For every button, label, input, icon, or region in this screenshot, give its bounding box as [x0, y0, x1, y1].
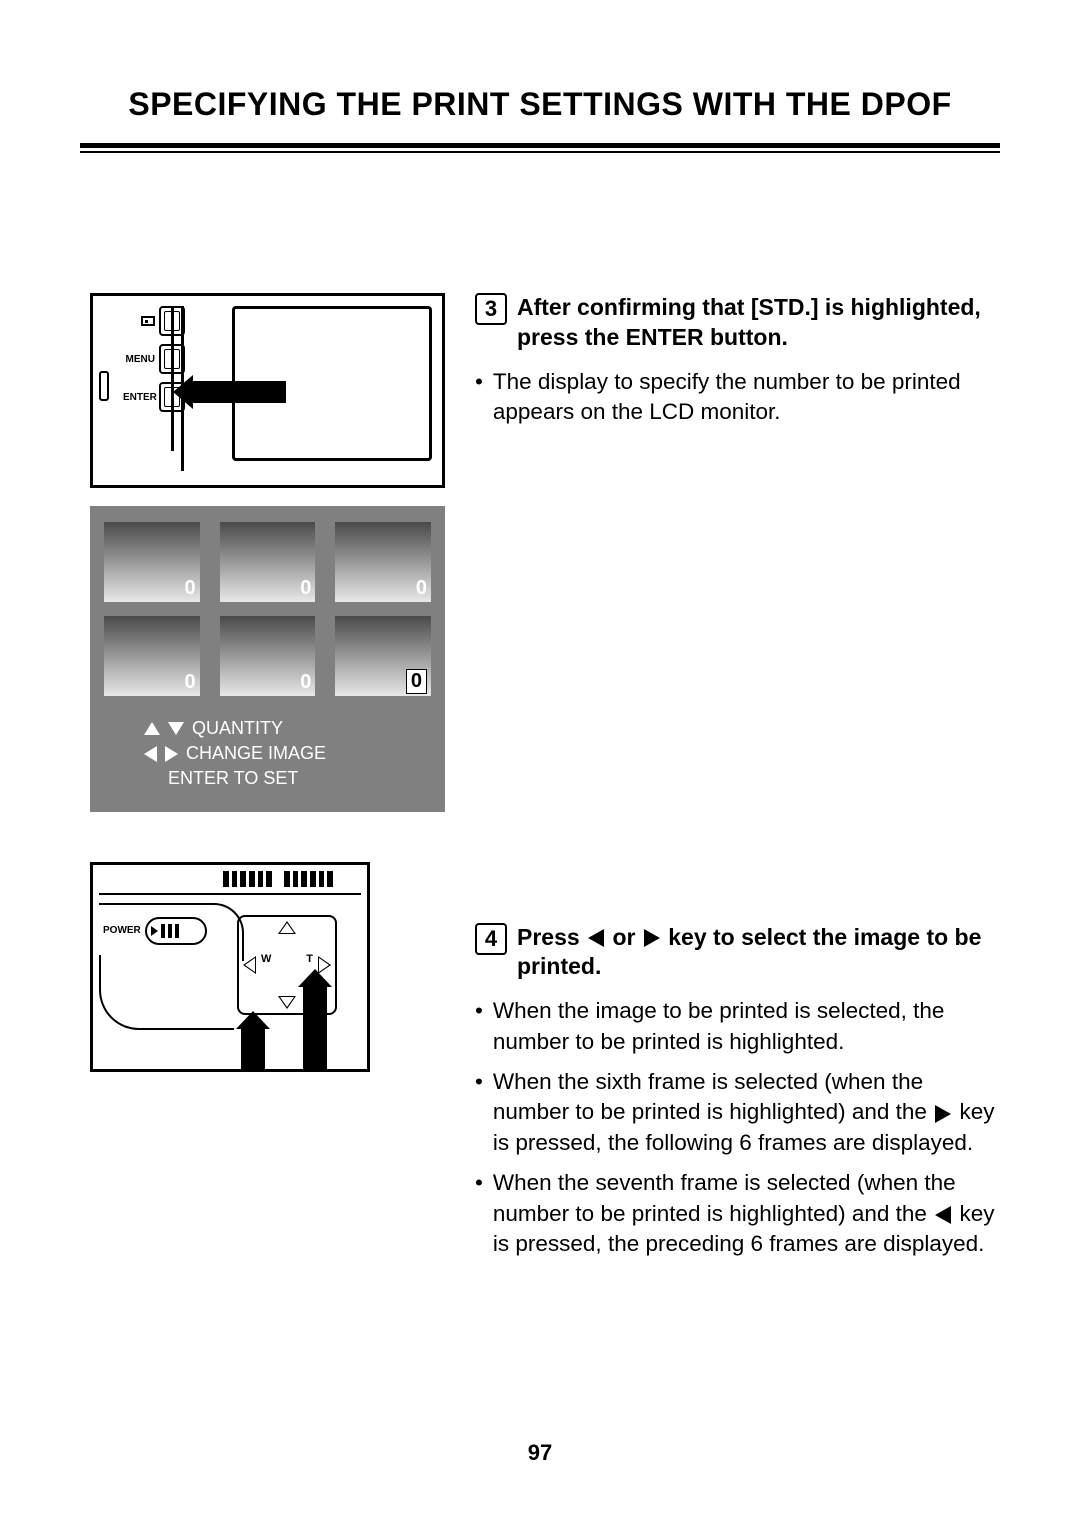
left-arrow-icon	[935, 1206, 951, 1224]
w-label: W	[261, 953, 271, 965]
print-count-selected: 0	[406, 669, 427, 694]
step-number: 3	[475, 293, 507, 325]
step-title: Press or key to select the image to be p…	[517, 923, 1000, 983]
camera-buttons-diagram: MENU ENTER	[90, 293, 445, 488]
menu-label: MENU	[123, 354, 155, 365]
press-arrow-icon	[241, 1027, 265, 1072]
camera-back-diagram: POWER W T	[90, 862, 370, 1072]
left-arrow-icon	[144, 746, 157, 762]
step-bullet: When the image to be printed is selected…	[475, 996, 1000, 1057]
legend-enter: ENTER TO SET	[168, 766, 298, 791]
right-arrow-icon	[165, 746, 178, 762]
step-4: 4 Press or key to select the image to be…	[475, 923, 1000, 1260]
power-switch: POWER	[103, 917, 207, 945]
t-label: T	[306, 953, 313, 965]
right-arrow-icon	[935, 1105, 951, 1123]
step-bullet: When the seventh frame is selected (when…	[475, 1168, 1000, 1259]
up-arrow-icon	[144, 722, 160, 735]
legend-change-image: CHANGE IMAGE	[186, 741, 326, 766]
left-arrow-icon	[588, 929, 604, 947]
dpad-down-icon	[280, 997, 294, 1007]
thumbnail: 0	[104, 616, 200, 696]
step-bullet: The display to specify the number to be …	[475, 367, 1000, 428]
step-3: 3 After confirming that [STD.] is highli…	[475, 293, 1000, 428]
thumbnail: 0	[335, 522, 431, 602]
enter-label: ENTER	[123, 392, 155, 403]
grip-icon	[223, 871, 333, 887]
print-count: 0	[300, 671, 311, 694]
thumbnail: 0	[104, 522, 200, 602]
right-arrow-icon	[644, 929, 660, 947]
step-number: 4	[475, 923, 507, 955]
thumbnail-grid: 0 0 0 0 0 0	[104, 522, 431, 696]
legend-quantity: QUANTITY	[192, 716, 283, 741]
print-count: 0	[300, 577, 311, 600]
power-label: POWER	[103, 925, 141, 936]
press-arrow-icon	[303, 985, 327, 1072]
lcd-screen-mock: 0 0 0 0 0 0 QUANTITY CHANGE IMAGE	[90, 506, 445, 812]
print-count: 0	[416, 577, 427, 600]
display-icon	[141, 316, 155, 326]
dpad-up-icon	[280, 923, 294, 933]
thumbnail: 0	[220, 616, 316, 696]
print-count: 0	[185, 577, 196, 600]
page-title: SPECIFYING THE PRINT SETTINGS WITH THE D…	[0, 0, 1080, 123]
down-arrow-icon	[168, 722, 184, 735]
step-bullet: When the sixth frame is selected (when t…	[475, 1067, 1000, 1158]
lcd-legend: QUANTITY CHANGE IMAGE ENTER TO SET	[104, 716, 431, 792]
thumbnail: 0	[220, 522, 316, 602]
display-button	[159, 306, 185, 336]
dpad-left-icon	[245, 958, 255, 972]
step-title: After confirming that [STD.] is highligh…	[517, 293, 1000, 353]
title-rule-thick	[80, 143, 1000, 148]
press-arrow-icon	[191, 381, 286, 403]
thumbnail-selected: 0	[335, 616, 431, 696]
menu-button	[159, 344, 185, 374]
print-count: 0	[185, 671, 196, 694]
page-number: 97	[0, 1440, 1080, 1466]
